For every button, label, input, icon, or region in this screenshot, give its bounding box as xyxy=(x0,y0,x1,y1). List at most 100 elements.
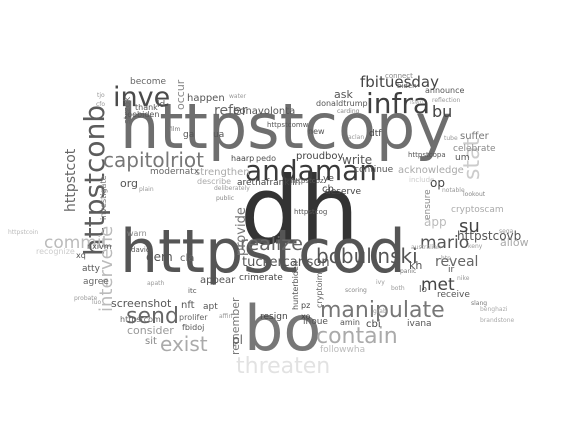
word-met: met xyxy=(421,275,455,295)
word-httpstcot: httpstcot xyxy=(63,148,79,212)
word-tube: tube xyxy=(444,135,458,142)
word-send: send xyxy=(126,304,179,329)
word-plain: plain xyxy=(139,186,154,193)
word-allow: allow xyxy=(500,236,529,249)
word-haarp: haarp xyxy=(231,154,255,163)
word-provide: provide xyxy=(234,207,249,256)
word-david: david xyxy=(131,246,151,254)
word-receive: receive xyxy=(437,290,470,300)
word-reveal: reveal xyxy=(435,254,479,270)
word-cbi: cbi xyxy=(366,319,381,330)
word-thank: thank xyxy=(135,103,158,112)
word-fbidoj: fbidoj xyxy=(182,323,205,332)
word-httpstcoz: httpstcoz xyxy=(291,177,324,185)
word-kh: kh xyxy=(409,259,423,272)
word-sega: sega xyxy=(499,228,514,235)
word-prolifer: prolifer xyxy=(179,313,208,322)
word-arethafranklin: arethafranklin xyxy=(237,178,301,188)
word-dtf: dtf xyxy=(369,129,382,139)
word-continue: continue xyxy=(354,165,394,175)
word-commit: commit xyxy=(44,233,109,253)
word-announce: announce xyxy=(425,86,465,95)
word-httpstcoin: httpstcoin xyxy=(8,229,39,236)
word-suffer: suffer xyxy=(460,131,489,142)
word-httpstcovb: httpstcovb xyxy=(457,229,522,243)
word-both: both xyxy=(391,285,405,292)
word-itc: itc xyxy=(188,287,197,295)
word-iswn: iswn xyxy=(410,99,424,106)
word-crimerate: crimerate xyxy=(239,273,283,283)
word-reflection: reflection xyxy=(432,97,461,104)
word-xo: xo xyxy=(301,312,311,321)
word-slang: slang xyxy=(471,300,488,307)
word-apt: apt xyxy=(203,302,218,312)
word-new: new xyxy=(308,127,325,136)
word-inve: inve xyxy=(113,82,171,113)
word-warn: warn xyxy=(127,229,147,238)
word-appear: appear xyxy=(200,275,236,286)
word-scoring: scoring xyxy=(345,287,367,294)
word-australian: australian xyxy=(411,244,441,251)
word-investigate: investigate xyxy=(99,175,108,220)
word-app: app xyxy=(424,215,447,229)
word-strengthen: strengthen xyxy=(195,167,250,178)
word-write: write xyxy=(342,153,373,167)
word-lookout: lookout xyxy=(463,191,486,198)
word-threaten: threaten xyxy=(236,354,331,379)
word-sit: sit xyxy=(145,336,157,347)
word-nxivm: nxivm xyxy=(87,242,112,251)
word-lo: lo xyxy=(419,285,428,295)
word-ld: ld xyxy=(157,100,166,110)
word-carding: carding xyxy=(337,108,360,115)
word-include: include xyxy=(409,176,435,184)
word-public: public xyxy=(216,195,235,202)
word-cfo: cfo xyxy=(96,101,106,108)
word-nft: nft xyxy=(181,300,195,311)
word-atty: atty xyxy=(82,264,100,274)
word-um: um xyxy=(455,153,470,163)
word-consider: consider xyxy=(127,324,174,337)
word-httpstcom: httpstcom xyxy=(120,315,161,324)
word-cb: cb xyxy=(322,184,334,195)
word-proudboy: proudboy xyxy=(296,151,344,162)
word-dh: dh xyxy=(240,157,360,266)
word-ye: ye xyxy=(323,174,334,184)
word-deserve: deserve xyxy=(325,187,362,197)
word-film: film xyxy=(169,126,181,133)
word-grab: grab xyxy=(373,308,387,315)
word-mario: mario xyxy=(420,233,470,253)
word-pz: pz xyxy=(301,301,311,310)
word-agree: agree xyxy=(83,277,109,287)
word-dem: dem xyxy=(146,250,173,264)
word-become: become xyxy=(130,77,167,87)
word-water: water xyxy=(229,93,247,100)
word-org: org xyxy=(120,177,139,190)
word-celebrate: celebrate xyxy=(453,144,496,154)
word-probate: probate xyxy=(74,295,98,302)
word-cryptoscam: cryptoscam xyxy=(451,205,504,215)
word-luo: luo xyxy=(92,299,102,306)
word-notable: notable xyxy=(442,187,465,194)
word-biden: biden xyxy=(397,82,417,90)
word-cryptoim: cryptoim xyxy=(315,272,324,308)
word-followwha: followwha xyxy=(320,345,366,355)
word-manipulate: manipulate xyxy=(320,298,445,323)
word-benghazi: benghazi xyxy=(480,306,508,313)
word-fbituesday: fbituesday xyxy=(360,73,439,91)
word-pedo: pedo xyxy=(256,154,276,163)
word-deliberately: deliberately xyxy=(214,185,250,192)
word-modernatx: modernatx xyxy=(150,167,200,177)
word-httpstcomw: httpstcomw xyxy=(267,121,309,129)
word-ask: ask xyxy=(334,88,353,101)
word-contain: contain xyxy=(316,324,398,349)
word-connect: connect xyxy=(385,72,413,80)
word-ivy: ivy xyxy=(376,279,385,286)
word-realize: realize xyxy=(240,233,303,255)
word-httpstcopy: httpstcopy xyxy=(120,90,452,163)
word-amin: amin xyxy=(340,318,360,327)
word-panic: panic xyxy=(400,268,417,275)
word-donaldtrump: donaldtrump xyxy=(316,99,368,108)
word-httpstcog: httpstcog xyxy=(294,208,328,216)
word-brandstone: brandstone xyxy=(480,317,515,324)
